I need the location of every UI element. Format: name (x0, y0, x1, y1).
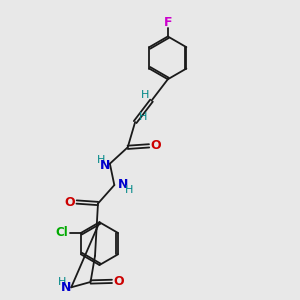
Text: O: O (150, 139, 161, 152)
Text: Cl: Cl (55, 226, 68, 239)
Text: O: O (113, 275, 124, 288)
Text: H: H (141, 90, 149, 100)
Text: N: N (61, 281, 71, 294)
Text: H: H (138, 112, 147, 122)
Text: H: H (98, 155, 106, 165)
Text: N: N (100, 159, 111, 172)
Text: F: F (164, 16, 172, 29)
Text: N: N (118, 178, 128, 191)
Text: H: H (124, 185, 133, 195)
Text: O: O (65, 196, 75, 208)
Text: H: H (58, 277, 67, 287)
